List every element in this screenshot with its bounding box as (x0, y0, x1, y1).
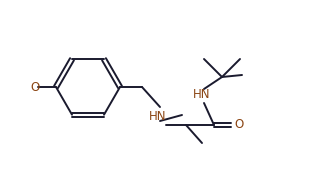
Text: O: O (30, 80, 40, 93)
Text: O: O (234, 118, 244, 132)
Text: HN: HN (193, 87, 211, 100)
Text: HN: HN (149, 111, 167, 123)
